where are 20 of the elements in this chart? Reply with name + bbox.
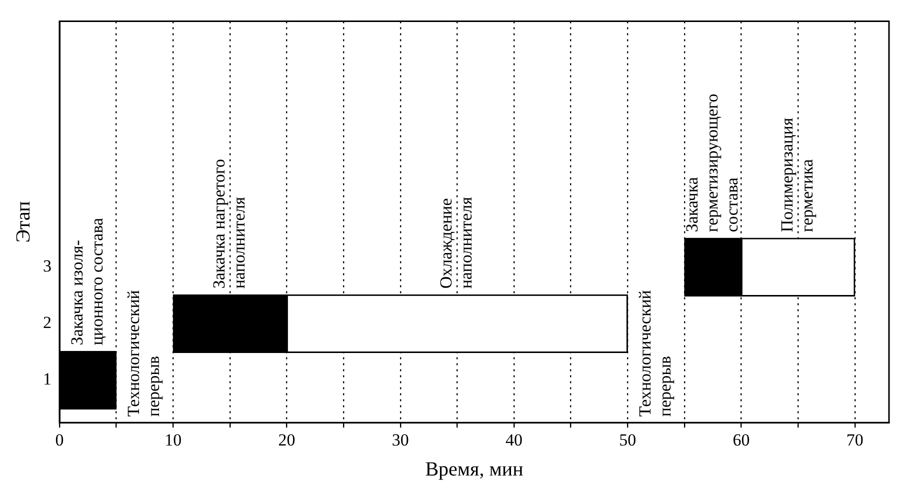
- x-tick-label: 70: [846, 430, 864, 450]
- annotation: Технологический перерыв: [124, 290, 164, 417]
- x-tick-label: 30: [392, 430, 409, 450]
- x-tick-label: 0: [55, 430, 64, 450]
- x-tick-label: 40: [506, 430, 523, 450]
- text: Закачка герметизирующего состава: [682, 94, 742, 232]
- annotation: Закачка изоля- ционного состава: [67, 218, 106, 346]
- x-tick-label: 10: [164, 430, 182, 450]
- y-tick-label: 1: [43, 370, 52, 389]
- x-tick-label: 20: [278, 430, 296, 450]
- annotation: Технологический перерыв: [636, 290, 675, 417]
- x-axis-title: Время, мин: [425, 458, 524, 480]
- annotation: Охлаждение наполнителя: [436, 196, 476, 289]
- y-axis-title: Этап: [12, 200, 34, 243]
- annotation: Закачка нагретого наполнителя: [209, 158, 248, 289]
- y-tick-label: 3: [43, 256, 52, 276]
- x-tick-label: 60: [732, 430, 750, 450]
- x-tick-label: 50: [619, 430, 636, 450]
- text: Полимеризация герметика: [778, 118, 817, 232]
- y-tick-label: 2: [43, 313, 52, 332]
